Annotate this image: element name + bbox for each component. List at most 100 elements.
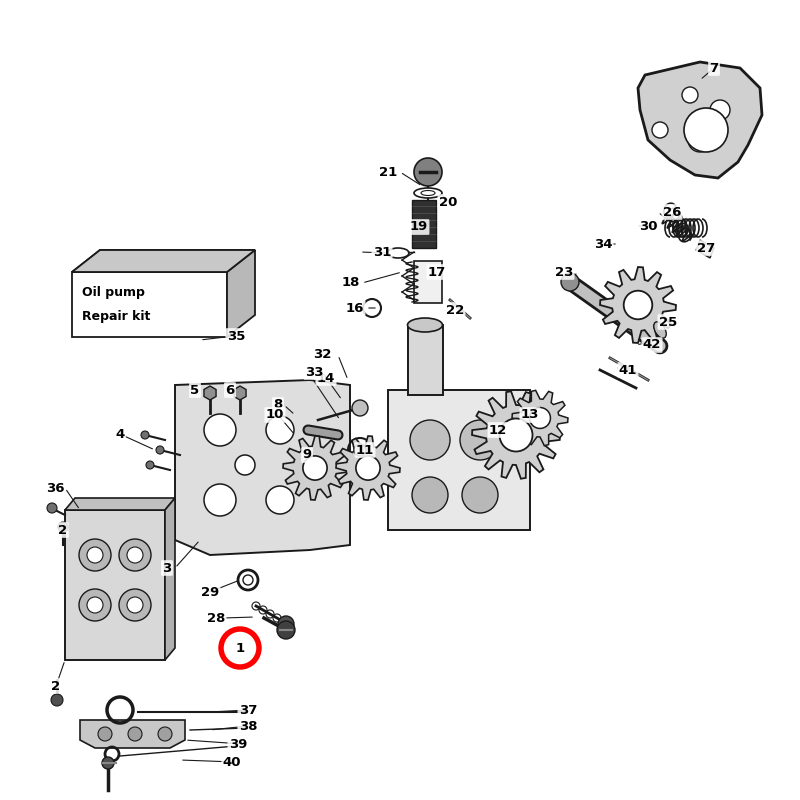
Text: 42: 42 (643, 338, 661, 351)
Bar (414, 261, 442, 303)
Text: 32: 32 (313, 349, 331, 362)
Text: 7: 7 (710, 62, 718, 74)
Circle shape (79, 589, 111, 621)
Circle shape (79, 539, 111, 571)
Text: 22: 22 (446, 303, 464, 317)
Bar (412, 200, 436, 248)
Text: 14: 14 (317, 371, 335, 385)
Circle shape (87, 547, 103, 563)
Text: 26: 26 (663, 206, 681, 218)
Text: Oil pump: Oil pump (82, 286, 145, 299)
Text: 6: 6 (226, 383, 234, 397)
Circle shape (102, 757, 114, 769)
Circle shape (47, 503, 57, 513)
Text: 36: 36 (46, 482, 64, 494)
Text: 4: 4 (115, 429, 125, 442)
Polygon shape (65, 510, 165, 660)
Ellipse shape (414, 188, 442, 198)
Circle shape (410, 420, 450, 460)
Ellipse shape (421, 190, 435, 195)
Circle shape (460, 420, 500, 460)
Text: 17: 17 (428, 266, 446, 278)
Circle shape (278, 616, 294, 632)
Text: 39: 39 (229, 738, 247, 750)
Text: 28: 28 (207, 611, 225, 625)
Circle shape (204, 484, 236, 516)
Circle shape (128, 727, 142, 741)
Polygon shape (72, 250, 255, 272)
Polygon shape (512, 390, 568, 446)
Text: 29: 29 (201, 586, 219, 599)
Polygon shape (283, 436, 347, 500)
Circle shape (354, 444, 366, 456)
Polygon shape (72, 250, 255, 272)
Text: 10: 10 (266, 409, 284, 422)
Text: 11: 11 (356, 443, 374, 457)
Circle shape (530, 407, 550, 429)
Circle shape (266, 416, 294, 444)
Text: Repair kit: Repair kit (82, 310, 150, 322)
Circle shape (235, 455, 255, 475)
Text: 30: 30 (638, 219, 658, 233)
Circle shape (303, 456, 327, 480)
Circle shape (141, 431, 149, 439)
Text: 2: 2 (58, 523, 67, 537)
Polygon shape (227, 250, 255, 337)
Circle shape (158, 727, 172, 741)
Text: 35: 35 (227, 330, 245, 342)
Text: 34: 34 (594, 238, 612, 250)
Circle shape (98, 727, 112, 741)
Text: 31: 31 (373, 246, 391, 258)
Circle shape (624, 290, 652, 319)
Text: 16: 16 (346, 302, 364, 314)
Circle shape (156, 446, 164, 454)
Ellipse shape (654, 322, 666, 338)
Circle shape (352, 400, 368, 416)
Circle shape (222, 630, 258, 666)
Polygon shape (234, 386, 246, 400)
Text: 25: 25 (659, 315, 677, 329)
Polygon shape (696, 240, 714, 258)
Circle shape (146, 461, 154, 469)
Text: 12: 12 (489, 423, 507, 437)
Circle shape (58, 522, 68, 532)
Circle shape (87, 597, 103, 613)
Circle shape (682, 87, 698, 103)
Circle shape (499, 418, 533, 451)
Text: 8: 8 (274, 398, 282, 411)
Circle shape (462, 477, 498, 513)
Circle shape (684, 108, 728, 152)
Text: 19: 19 (410, 221, 428, 234)
Text: 37: 37 (239, 703, 257, 717)
Circle shape (710, 100, 730, 120)
Circle shape (119, 589, 151, 621)
Text: 21: 21 (379, 166, 397, 178)
Polygon shape (165, 498, 175, 660)
Polygon shape (388, 390, 530, 530)
Circle shape (688, 128, 712, 152)
Polygon shape (638, 62, 762, 178)
Text: 41: 41 (619, 363, 637, 377)
Text: 13: 13 (521, 409, 539, 422)
Circle shape (414, 158, 442, 186)
Polygon shape (65, 498, 175, 510)
Text: 1: 1 (235, 642, 245, 654)
Circle shape (356, 456, 380, 480)
Circle shape (412, 477, 448, 513)
Text: 3: 3 (162, 562, 172, 574)
Polygon shape (204, 386, 216, 400)
Circle shape (277, 621, 295, 639)
Bar (408, 325, 443, 395)
Text: 18: 18 (342, 277, 360, 290)
Circle shape (266, 486, 294, 514)
Text: 9: 9 (302, 449, 311, 462)
Polygon shape (72, 272, 227, 337)
Polygon shape (175, 380, 350, 555)
Text: 40: 40 (222, 755, 242, 769)
Text: 38: 38 (238, 719, 258, 733)
Circle shape (652, 122, 668, 138)
Circle shape (119, 539, 151, 571)
Text: 27: 27 (697, 242, 715, 254)
Text: 23: 23 (555, 266, 573, 278)
Polygon shape (336, 436, 400, 500)
